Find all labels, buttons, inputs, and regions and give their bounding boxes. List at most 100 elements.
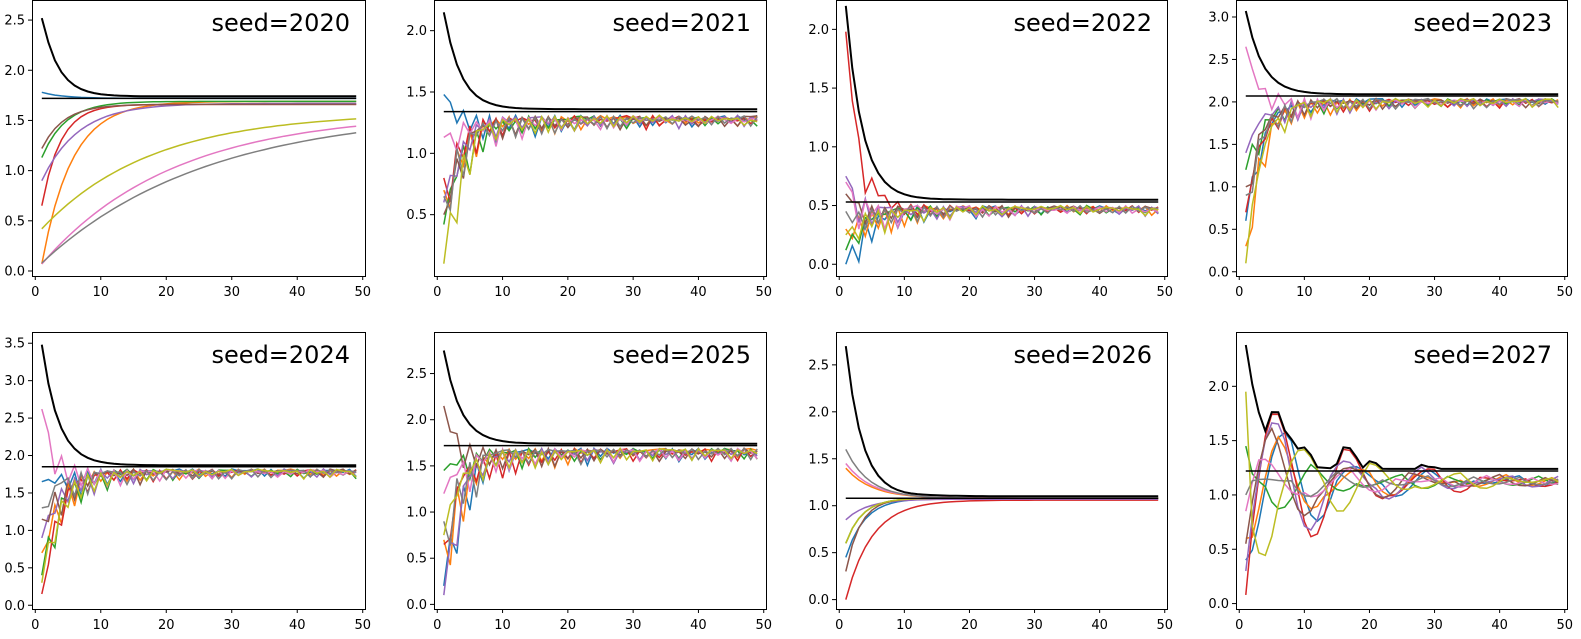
panel-5: 0 10 20 30 40 50 0.0 0.5 1.0 1.5 2.0 2.5 3.0 3.5 seed=… [4,332,371,633]
plot-area [844,345,1159,600]
x-tick-label: 0 [1235,618,1243,633]
series-line-9 [443,446,758,536]
x-tick-label: 20 [158,618,175,633]
x-tick-label: 10 [896,618,913,633]
x-tick-label: 50 [354,285,371,300]
y-tick-label: 1.5 [808,452,829,467]
x-tick-label: 40 [1491,285,1508,300]
axes-frame [836,332,1168,610]
y-tick-label: 2.0 [4,449,25,464]
y-tick-label: 3.0 [4,374,25,389]
axes-frame [1236,332,1568,610]
envelope-line [1244,344,1559,470]
x-tick-label: 30 [1426,285,1443,300]
x-tick-label: 20 [560,618,577,633]
series-line-9 [41,118,357,230]
y-tick-label: 2.0 [808,405,829,420]
y-tick-label: 1.0 [1208,180,1229,195]
x-tick-label: 40 [690,618,707,633]
x-tick-label: 0 [433,618,441,633]
envelope-line [40,17,357,98]
y-tick-label: 2.0 [808,23,829,38]
series-line-9 [41,468,357,583]
panel-7: 0 10 20 30 40 50 0.0 0.5 1.0 1.5 2.0 2.5 seed=2026 [808,332,1173,633]
x-tick-label: 40 [1491,618,1508,633]
y-tick-label: 0.0 [808,593,829,608]
x-tick-label: 10 [896,285,913,300]
y-tick-label: 0.5 [406,552,427,567]
x-tick-label: 50 [354,618,371,633]
series-line-9 [1245,97,1559,264]
x-tick-label: 10 [1296,618,1313,633]
y-tick-label: 2.5 [4,14,25,29]
x-tick-label: 20 [1361,285,1378,300]
y-tick-label: 1.0 [406,506,427,521]
x-tick-label: 30 [625,285,642,300]
series-line-7 [845,181,1159,232]
envelope-line [1244,10,1559,96]
y-tick-label: 2.0 [406,24,427,39]
y-tick-label: 2.5 [406,367,427,382]
series-line-8 [845,204,1159,232]
y-tick-label: 0.0 [1208,597,1229,612]
axes-frame [32,0,366,277]
series-line-7 [41,125,357,265]
panel-title: seed=2022 [1014,9,1152,37]
y-tick-label: 0.5 [808,199,829,214]
y-tick-label: 2.0 [1208,380,1229,395]
envelope-line [844,5,1159,201]
y-tick-label: 0.5 [808,546,829,561]
y-tick-label: 1.5 [4,486,25,501]
x-tick-label: 20 [961,618,978,633]
series-line-6 [41,103,357,149]
panel-title: seed=2026 [1014,341,1152,369]
y-tick-label: 2.5 [4,412,25,427]
plot-area [40,17,357,265]
y-tick-label: 1.0 [406,147,427,162]
x-tick-label: 40 [1091,618,1108,633]
series-line-8 [443,447,758,546]
x-tick-label: 50 [1156,618,1173,633]
axes-frame [434,332,767,610]
panel-4: 0 10 20 30 40 50 0.0 0.5 1.0 1.5 2.0 2.5 3.0 seed=202… [1208,0,1573,300]
x-tick-label: 20 [560,285,577,300]
y-tick-label: 1.5 [4,114,25,129]
panel-title: seed=2021 [613,9,751,37]
x-tick-label: 0 [433,285,441,300]
x-tick-label: 50 [1156,285,1173,300]
y-tick-label: 0.0 [406,598,427,613]
y-tick-label: 0.5 [4,214,25,229]
series-line-9 [443,114,758,264]
panel-title: seed=2024 [212,341,350,369]
panel-8: 0 10 20 30 40 50 0.0 0.5 1.0 1.5 2.0 seed=2027 [1208,332,1573,633]
y-tick-label: 1.0 [808,140,829,155]
x-tick-label: 50 [755,285,772,300]
x-tick-label: 30 [1026,285,1043,300]
series-line-9 [1245,391,1559,557]
y-tick-label: 2.0 [4,64,25,79]
y-tick-label: 0.0 [4,599,25,614]
y-tick-label: 0.0 [1208,265,1229,280]
x-tick-label: 30 [1026,618,1043,633]
series-line-8 [41,468,357,509]
x-tick-label: 20 [158,285,175,300]
plot-area [844,5,1159,265]
y-tick-label: 1.0 [808,499,829,514]
y-tick-label: 3.0 [1208,10,1229,25]
x-tick-label: 40 [1091,285,1108,300]
y-tick-label: 0.0 [4,264,25,279]
envelope-line [844,345,1159,498]
panel-1: 0 10 20 30 40 50 0.0 0.5 1.0 1.5 2.0 2.5 seed=2020 [4,0,371,300]
y-tick-label: 1.5 [406,86,427,101]
envelope-line [40,344,357,467]
x-tick-label: 0 [835,618,843,633]
x-tick-label: 40 [289,285,306,300]
x-tick-label: 40 [690,285,707,300]
y-tick-label: 3.5 [4,337,25,352]
y-tick-label: 0.5 [4,561,25,576]
series-line-8 [41,132,357,264]
x-tick-label: 10 [494,618,511,633]
y-tick-label: 2.5 [1208,53,1229,68]
axes-frame [836,0,1168,277]
panel-title: seed=2027 [1414,341,1552,369]
